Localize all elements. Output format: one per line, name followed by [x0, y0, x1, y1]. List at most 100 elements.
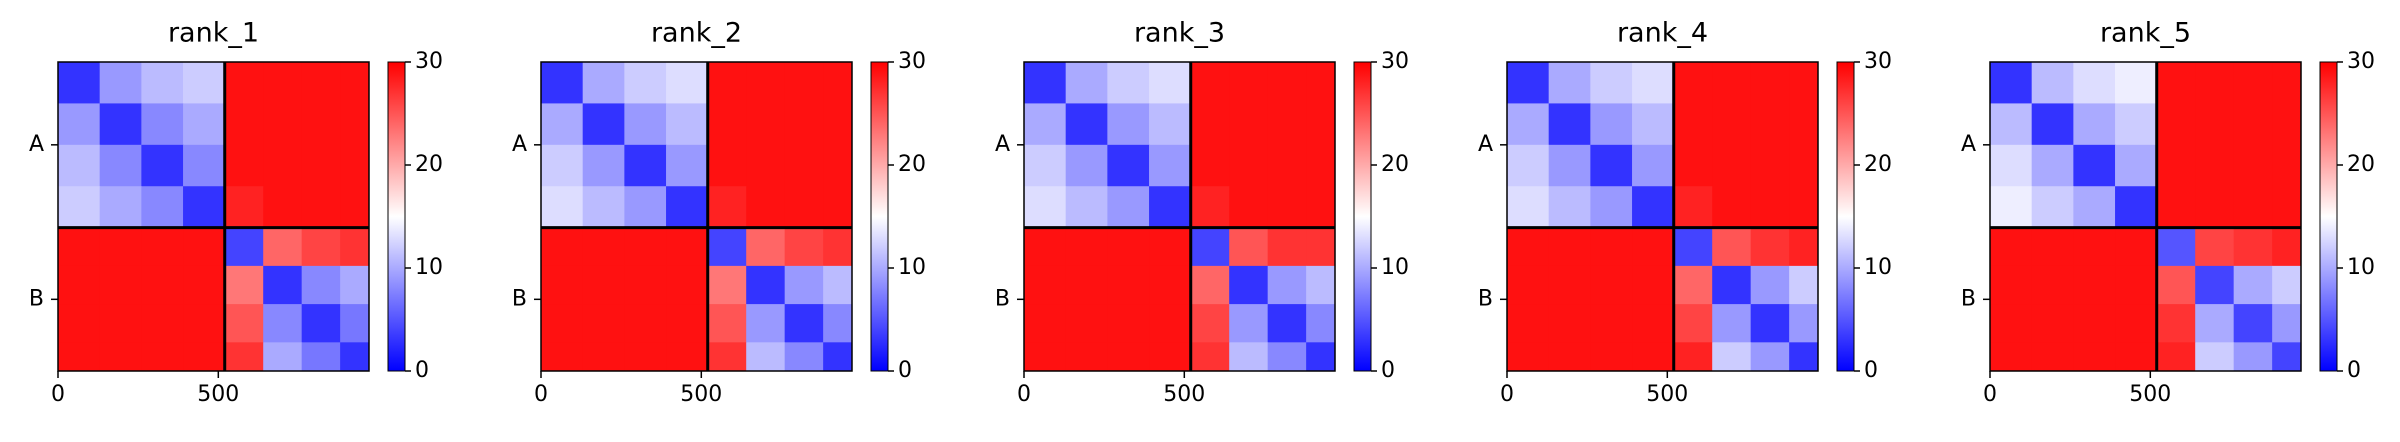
- heatmap-cell: [2233, 62, 2273, 104]
- colorbar-tick-label: 20: [898, 152, 926, 177]
- heatmap-cell: [2073, 103, 2116, 146]
- heatmap-cell: [1789, 227, 1819, 267]
- heatmap-cell: [141, 144, 184, 187]
- heatmap-cell: [1149, 265, 1192, 305]
- colorbar-tick-label: 20: [1864, 152, 1892, 177]
- heatmap-cell: [58, 227, 101, 267]
- heatmap-cell: [1107, 62, 1150, 104]
- heatmap-cell: [183, 62, 226, 104]
- heatmap-cell: [2272, 227, 2302, 267]
- heatmap-cell: [2073, 304, 2116, 343]
- heatmap-cell: [2195, 144, 2235, 187]
- heatmap-cell: [624, 62, 667, 104]
- heatmap-cell: [1673, 186, 1713, 229]
- heatmap-cell: [541, 342, 584, 372]
- heatmap-cell: [99, 103, 142, 146]
- heatmap-cell: [263, 265, 303, 305]
- heatmap-cell: [1712, 62, 1752, 104]
- heatmap-cell: [224, 103, 264, 146]
- heatmap-cell: [1149, 103, 1192, 146]
- heatmap-cell: [263, 62, 303, 104]
- heatmap-cell: [1107, 342, 1150, 372]
- plot-frame: [57, 61, 370, 372]
- heatmap-cell: [1507, 103, 1550, 146]
- heatmap-cell: [1750, 62, 1790, 104]
- heatmap-cell: [624, 144, 667, 187]
- heatmap-cell: [1590, 227, 1633, 267]
- heatmap-cell: [340, 342, 370, 372]
- heatmap-cell: [301, 342, 341, 372]
- heatmap-cell: [141, 186, 184, 229]
- heatmap-cell: [1229, 103, 1269, 146]
- heatmap-cell: [1712, 186, 1752, 229]
- y-tick-label: A: [995, 132, 1010, 157]
- heatmap-cell: [1149, 144, 1192, 187]
- heatmap-cell: [1632, 227, 1675, 267]
- heatmap-cell: [746, 304, 786, 343]
- colorbar-tick-label: 20: [2347, 152, 2375, 177]
- heatmap-cell: [666, 304, 709, 343]
- plot-frame: [1989, 61, 2302, 372]
- y-tick-label: A: [1961, 132, 1976, 157]
- heatmap-cell: [340, 144, 370, 187]
- heatmap-cell: [2115, 103, 2158, 146]
- heatmap-cell: [1632, 186, 1675, 229]
- heatmap-cell: [2115, 62, 2158, 104]
- heatmap-cell: [2156, 304, 2196, 343]
- x-tick-label: 500: [1163, 382, 1205, 407]
- heatmap-cell: [1065, 103, 1108, 146]
- heatmap-cell: [2073, 227, 2116, 267]
- heatmap-cell: [340, 186, 370, 229]
- colorbar-tick-label: 0: [2347, 358, 2361, 383]
- heatmap-cell: [666, 227, 709, 267]
- heatmap-cell: [1789, 62, 1819, 104]
- heatmap-cell: [2195, 304, 2235, 343]
- heatmap-cell: [707, 186, 747, 229]
- heatmap-cell: [1306, 144, 1336, 187]
- heatmap-cell: [707, 342, 747, 372]
- heatmap-cell: [58, 186, 101, 229]
- heatmap-cell: [1990, 103, 2033, 146]
- heatmap-cell: [301, 103, 341, 146]
- heatmap-cell: [1712, 144, 1752, 187]
- colorbar-tick-label: 30: [415, 49, 443, 74]
- heatmap-cell: [2195, 227, 2235, 267]
- heatmap-cell: [2031, 342, 2074, 372]
- colorbar-tick-label: 30: [2347, 49, 2375, 74]
- colorbar: [1353, 61, 1372, 372]
- heatmap-cell: [2156, 227, 2196, 267]
- heatmap-cell: [1267, 144, 1307, 187]
- heatmap-cell: [1590, 265, 1633, 305]
- heatmap-cell: [1590, 103, 1633, 146]
- heatmap-cell: [1107, 227, 1150, 267]
- heatmap-cell: [99, 62, 142, 104]
- heatmap-cell: [2272, 304, 2302, 343]
- heatmap-cell: [1107, 144, 1150, 187]
- heatmap-cell: [183, 103, 226, 146]
- heatmap-cell: [1548, 144, 1591, 187]
- heatmap-cell: [1267, 265, 1307, 305]
- panel-title: rank_3: [1134, 18, 1225, 49]
- heatmap-cell: [666, 342, 709, 372]
- heatmap-cell: [1673, 227, 1713, 267]
- heatmap-cell: [707, 144, 747, 187]
- colorbar-tick-label: 30: [1381, 49, 1409, 74]
- heatmap-cell: [1306, 227, 1336, 267]
- heatmap-cell: [1267, 342, 1307, 372]
- heatmap-cell: [1789, 342, 1819, 372]
- heatmap-cell: [99, 144, 142, 187]
- heatmap-cell: [2156, 62, 2196, 104]
- heatmap-cell: [1789, 265, 1819, 305]
- heatmap-cell: [2233, 103, 2273, 146]
- heatmap-cell: [1990, 144, 2033, 187]
- heatmap-cell: [1712, 227, 1752, 267]
- heatmap-cell: [784, 144, 824, 187]
- heatmap-cell: [2195, 62, 2235, 104]
- heatmap-cell: [1024, 103, 1067, 146]
- heatmap-cell: [1632, 342, 1675, 372]
- heatmap-cell: [746, 186, 786, 229]
- y-tick-label: B: [1961, 286, 1976, 311]
- heatmap-cell: [2233, 144, 2273, 187]
- heatmap-cell: [582, 265, 625, 305]
- heatmap-cell: [1267, 62, 1307, 104]
